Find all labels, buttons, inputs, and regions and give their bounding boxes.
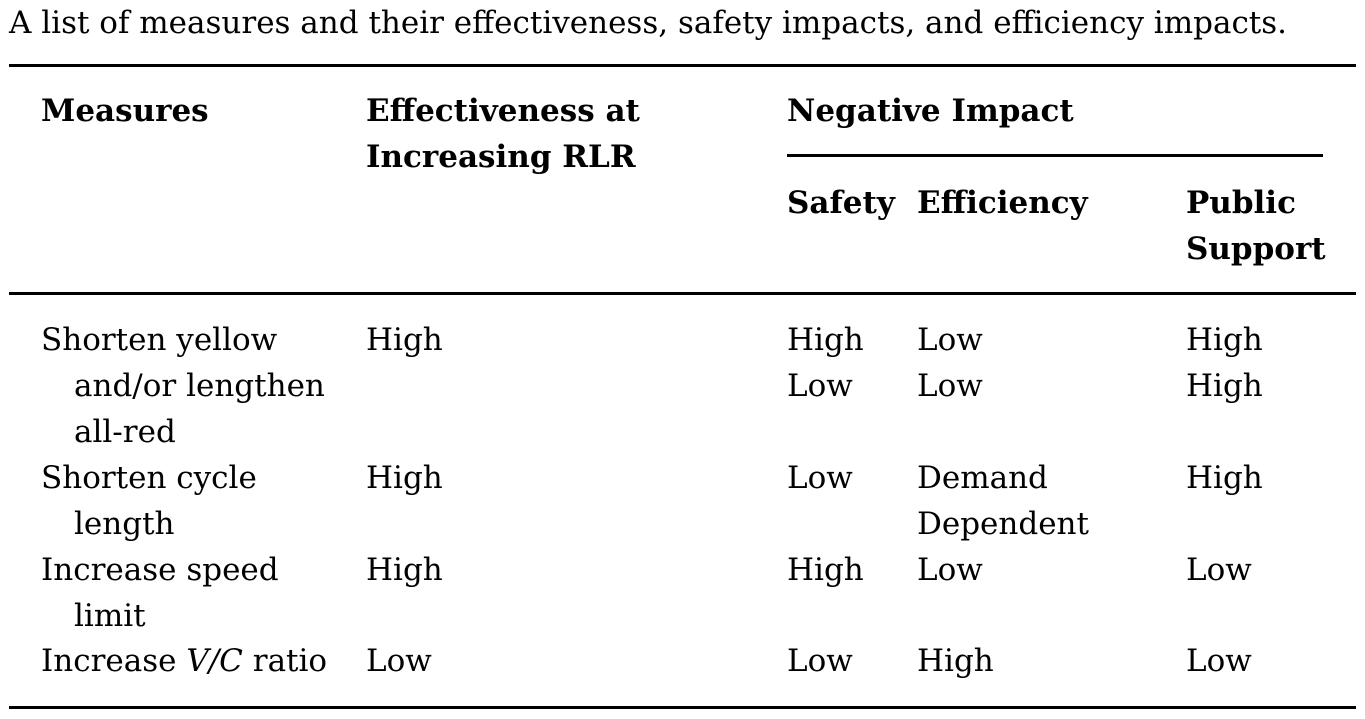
table-row-1-efficiency-b: Low: [917, 368, 983, 404]
header-effectiveness-line1: Effectiveness at: [366, 93, 640, 129]
table-row-1-public-b: High: [1186, 368, 1263, 404]
measure-text-italic: V/C: [186, 643, 243, 679]
measure-text: limit: [74, 598, 146, 634]
table-row-4-efficiency: High: [917, 643, 994, 679]
table-row-4-measure: Increase V/C ratio: [41, 638, 327, 684]
measure-text: Increase: [41, 643, 187, 679]
table-row-1-safety-b: Low: [787, 368, 853, 404]
table-row-2-measure: Shorten cycle length: [41, 455, 257, 547]
table-row-3-effectiveness: High: [366, 552, 443, 588]
table-row-4-public: Low: [1186, 643, 1252, 679]
measure-text: Shorten cycle: [41, 460, 257, 496]
table-top-rule: [9, 64, 1356, 67]
header-negative-impact: Negative Impact: [787, 93, 1074, 129]
table-row-1-effectiveness: High: [366, 322, 443, 358]
table-row-3-efficiency: Low: [917, 552, 983, 588]
header-effectiveness-line2: Increasing RLR: [366, 139, 636, 175]
measure-text: length: [74, 506, 175, 542]
header-public-support-line2: Support: [1186, 231, 1326, 267]
table-row-1-safety-a: High: [787, 322, 864, 358]
header-measures: Measures: [41, 93, 209, 129]
measure-text: Shorten yellow: [41, 322, 278, 358]
header-safety: Safety: [787, 185, 895, 221]
measure-text: all-red: [74, 414, 176, 450]
table-row-3-public: Low: [1186, 552, 1252, 588]
table-row-1-public-a: High: [1186, 322, 1263, 358]
header-efficiency: Efficiency: [917, 185, 1088, 221]
table-row-3-measure: Increase speed limit: [41, 547, 279, 639]
table-row-2-efficiency-a: Demand: [917, 460, 1048, 496]
measure-text: and/or lengthen: [74, 368, 325, 404]
negative-impact-rule: [787, 154, 1323, 157]
table-row-2-efficiency-b: Dependent: [917, 506, 1089, 542]
table-row-1-measure: Shorten yellow and/or lengthen all-red: [41, 317, 325, 455]
table-row-4-effectiveness: Low: [366, 643, 432, 679]
table-row-4-safety: Low: [787, 643, 853, 679]
table-bottom-rule: [9, 706, 1356, 709]
measure-text: Increase speed: [41, 552, 279, 588]
table-row-3-safety: High: [787, 552, 864, 588]
header-public-support-line1: Public: [1186, 185, 1296, 221]
table-row-2-safety: Low: [787, 460, 853, 496]
table-row-1-efficiency-a: Low: [917, 322, 983, 358]
table-caption: A list of measures and their effectivene…: [9, 5, 1288, 41]
table-header-rule: [9, 292, 1356, 295]
table-row-2-public: High: [1186, 460, 1263, 496]
table-row-2-effectiveness: High: [366, 460, 443, 496]
measure-text: ratio: [242, 643, 328, 679]
